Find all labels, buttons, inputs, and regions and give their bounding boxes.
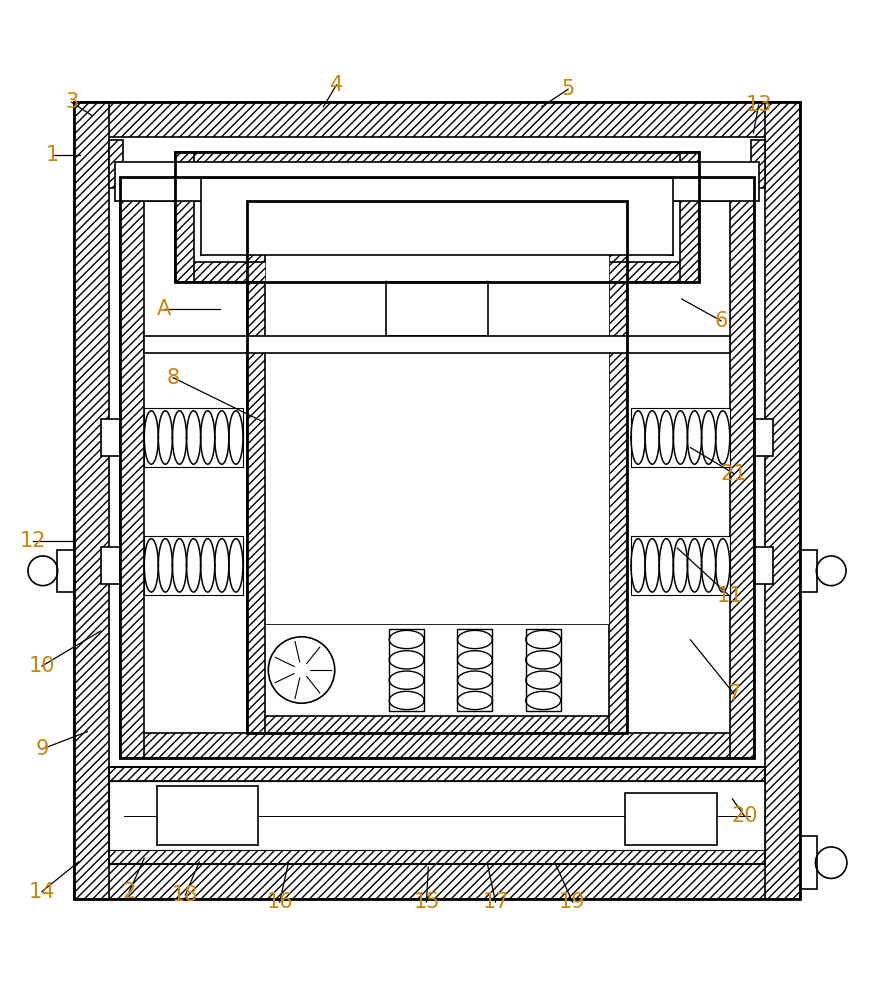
Text: 21: 21 xyxy=(721,464,747,484)
Bar xyxy=(157,786,258,845)
Text: 5: 5 xyxy=(561,79,575,99)
Bar xyxy=(109,767,765,864)
Text: 7: 7 xyxy=(727,684,741,704)
Text: 15: 15 xyxy=(413,892,440,912)
Text: 13: 13 xyxy=(746,95,772,115)
Bar xyxy=(101,419,120,456)
Bar xyxy=(247,201,627,733)
Bar xyxy=(247,201,627,219)
Bar xyxy=(120,177,754,758)
Bar xyxy=(631,536,730,595)
Bar xyxy=(175,152,194,282)
Text: 6: 6 xyxy=(714,311,728,331)
Bar xyxy=(201,178,673,255)
Bar xyxy=(109,140,123,188)
Bar xyxy=(175,262,699,282)
Bar xyxy=(109,767,765,781)
Bar xyxy=(526,629,561,711)
Text: 4: 4 xyxy=(329,75,343,95)
Bar xyxy=(800,550,817,592)
Bar xyxy=(730,177,754,758)
Bar xyxy=(680,152,699,282)
Bar xyxy=(109,850,765,864)
Text: 1: 1 xyxy=(45,145,59,165)
Bar xyxy=(609,201,627,733)
Text: A: A xyxy=(157,299,171,319)
Bar xyxy=(754,547,773,584)
Bar xyxy=(101,547,120,584)
Bar xyxy=(74,864,800,899)
Text: 16: 16 xyxy=(267,892,293,912)
Text: 12: 12 xyxy=(20,531,46,551)
Text: 11: 11 xyxy=(717,586,743,606)
Text: 14: 14 xyxy=(29,882,55,902)
Text: 19: 19 xyxy=(559,892,586,912)
Bar xyxy=(386,282,488,336)
Bar xyxy=(247,201,265,733)
Bar xyxy=(120,177,144,758)
Bar xyxy=(74,102,800,137)
Bar xyxy=(765,102,800,899)
Bar xyxy=(631,408,730,467)
Text: 8: 8 xyxy=(166,368,180,388)
Text: 2: 2 xyxy=(122,882,136,902)
Bar xyxy=(457,629,492,711)
Text: 20: 20 xyxy=(732,806,758,826)
Text: 17: 17 xyxy=(482,892,509,912)
Text: 3: 3 xyxy=(65,92,79,112)
Bar xyxy=(115,162,759,201)
Bar xyxy=(144,536,243,595)
Bar xyxy=(389,629,424,711)
Bar xyxy=(175,152,699,282)
Bar xyxy=(120,733,754,758)
Bar xyxy=(800,836,817,889)
Bar xyxy=(144,408,243,467)
Bar xyxy=(751,140,765,188)
Text: 10: 10 xyxy=(29,656,55,676)
Text: 18: 18 xyxy=(172,885,198,905)
Bar xyxy=(74,102,109,899)
Bar xyxy=(74,102,800,899)
Bar xyxy=(120,177,754,201)
Bar xyxy=(144,336,730,353)
Text: 9: 9 xyxy=(35,739,49,759)
Bar xyxy=(247,716,627,733)
Bar xyxy=(109,781,765,850)
Bar xyxy=(57,550,74,592)
Bar xyxy=(265,201,609,624)
Bar xyxy=(754,419,773,456)
Bar xyxy=(175,152,699,171)
Bar xyxy=(625,793,717,845)
